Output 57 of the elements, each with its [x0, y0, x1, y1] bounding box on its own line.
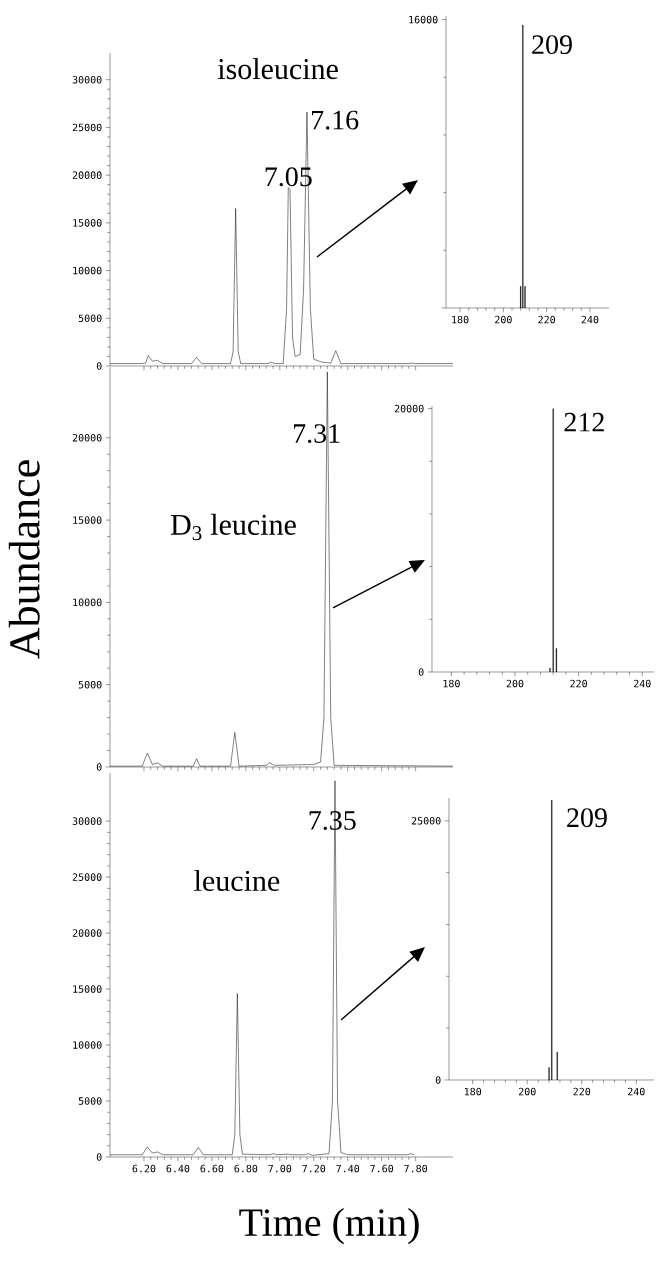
x-tick-label: 220 [570, 679, 588, 688]
x-axis-title: Time (min) [239, 1207, 419, 1245]
y-tick-label: 20000 [72, 433, 102, 442]
y-tick-label: 0 [96, 362, 102, 370]
y-tick-label: 15000 [73, 985, 102, 993]
y-tick-label: 20000 [394, 404, 424, 413]
x-tick-label: 7.40 [336, 1164, 360, 1173]
x-tick-label: 6.60 [200, 1164, 224, 1173]
y-tick-label: 0 [435, 1076, 441, 1084]
y-tick-label: 10000 [73, 266, 102, 275]
y-tick-label: 30000 [72, 817, 102, 825]
text: D$_{3}$ leucine [170, 513, 296, 541]
x-tick-label: 240 [581, 315, 599, 324]
y-tick-label: 15000 [73, 516, 102, 524]
y-tick-label: 10000 [73, 598, 102, 607]
y-tick-label: 0 [418, 668, 424, 676]
x-tick-label: 200 [506, 679, 524, 688]
y-tick-label: 10000 [73, 1041, 102, 1049]
x-tick-label: 6.80 [234, 1164, 258, 1173]
x-tick-label: 7.60 [370, 1164, 394, 1173]
y-tick-label: 25000 [72, 873, 102, 881]
annotation: 7.05 [265, 167, 312, 187]
y-axis-title: Abundance [8, 460, 40, 659]
x-tick-label: 7.20 [302, 1164, 326, 1173]
x-tick-label: 180 [443, 679, 460, 688]
text: leucine [194, 869, 280, 892]
y-tick-label: 0 [96, 1153, 102, 1161]
y-tick-label: 25000 [411, 817, 441, 825]
x-tick-label: 7.80 [404, 1164, 428, 1173]
x-tick-label: 200 [518, 1087, 536, 1096]
x-tick-label: 6.20 [132, 1164, 156, 1173]
y-tick-label: 25000 [72, 123, 102, 132]
y-tick-label: 20000 [72, 171, 102, 179]
annotation: 209 [532, 35, 572, 55]
y-tick-label: 5000 [78, 1097, 102, 1105]
x-tick-label: 220 [573, 1087, 591, 1096]
x-tick-label: 6.40 [166, 1164, 190, 1173]
x-tick-label: 180 [464, 1087, 482, 1096]
annotation: 212 [564, 412, 604, 432]
x-tick-label: 200 [495, 315, 512, 324]
annotation: 7.31 [293, 424, 340, 444]
y-tick-label: 5000 [78, 680, 102, 689]
annotation: 7.16 [312, 110, 359, 130]
annotation: 209 [567, 808, 607, 828]
x-tick-label: 180 [452, 315, 469, 324]
y-tick-label: 15000 [73, 219, 102, 227]
x-tick-label: 7.00 [268, 1164, 292, 1173]
y-tick-label: 16000 [409, 15, 438, 24]
x-tick-label: 240 [633, 679, 651, 688]
y-tick-label: 5000 [78, 314, 102, 323]
annotation: 7.35 [309, 811, 356, 830]
x-tick-label: 240 [627, 1087, 645, 1096]
y-tick-label: 30000 [72, 75, 102, 84]
chart-title: isoleucine [217, 58, 338, 80]
y-tick-label: 20000 [72, 929, 102, 937]
y-tick-label: 0 [96, 763, 102, 771]
x-tick-label: 220 [538, 315, 556, 324]
